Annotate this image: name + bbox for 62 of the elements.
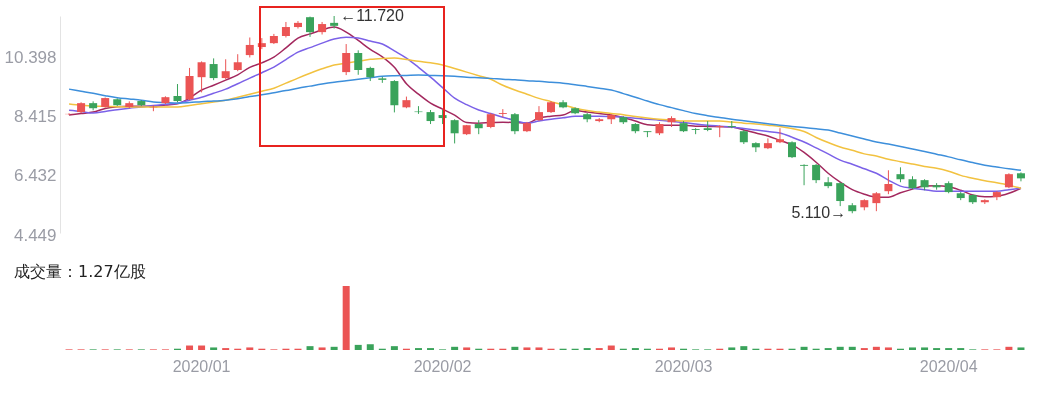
y-tick-label: 8.415 [13,107,57,127]
bar [1017,347,1025,350]
y-tick-label: 6.432 [13,166,57,186]
bar [342,286,350,350]
candlestick [872,191,881,212]
candlestick [715,124,724,138]
bar [884,347,892,350]
bar [921,347,929,350]
candlestick [245,36,254,58]
x-tick-label: 2020/04 [919,357,978,375]
chart-title: 成交量：1.27亿股 [14,262,146,281]
candlestick [197,60,206,93]
bar [306,346,314,350]
candlestick [342,43,351,76]
candlestick [173,83,182,103]
candlestick [510,112,519,135]
candlestick [293,20,302,30]
bar [186,345,194,350]
bar [246,347,254,350]
bar [800,346,808,350]
candlestick [775,127,784,144]
bar [535,347,543,350]
y-tick-label: 4.449 [13,225,57,245]
candlestick [330,15,339,30]
candlestick [812,163,821,184]
candlestick [800,163,809,186]
x-tick-label: 2020/01 [172,357,231,375]
bar [909,347,917,350]
bar [523,347,531,350]
bar [330,346,338,350]
candlestick [884,169,893,195]
bar [318,347,326,350]
bar [607,345,615,350]
bar [836,346,844,350]
x-tick-label: 2020/03 [654,357,713,375]
bar [463,347,471,350]
annotation: 5.110→ [791,204,847,222]
candlestick [450,118,459,144]
candlestick [751,141,760,153]
bar [511,346,519,350]
x-tick-label: 2020/02 [413,357,472,375]
annotation: ←11.720 [340,7,404,24]
bar [848,346,856,350]
candlestick [534,105,543,122]
bar [668,347,676,350]
candlestick [209,57,218,81]
bar [872,346,880,350]
bar [728,347,736,350]
candlestick [221,58,230,80]
bar [354,344,362,350]
bar [390,346,398,350]
bar [210,347,218,350]
bar [198,345,206,350]
bar [740,346,748,350]
candlestick [836,181,845,207]
candlestick [354,49,363,76]
candlestick [185,67,194,101]
candlestick [763,137,772,150]
bar [366,344,374,350]
y-tick-label: 10.398 [4,47,57,67]
bar [1005,346,1013,350]
bar [451,346,459,350]
